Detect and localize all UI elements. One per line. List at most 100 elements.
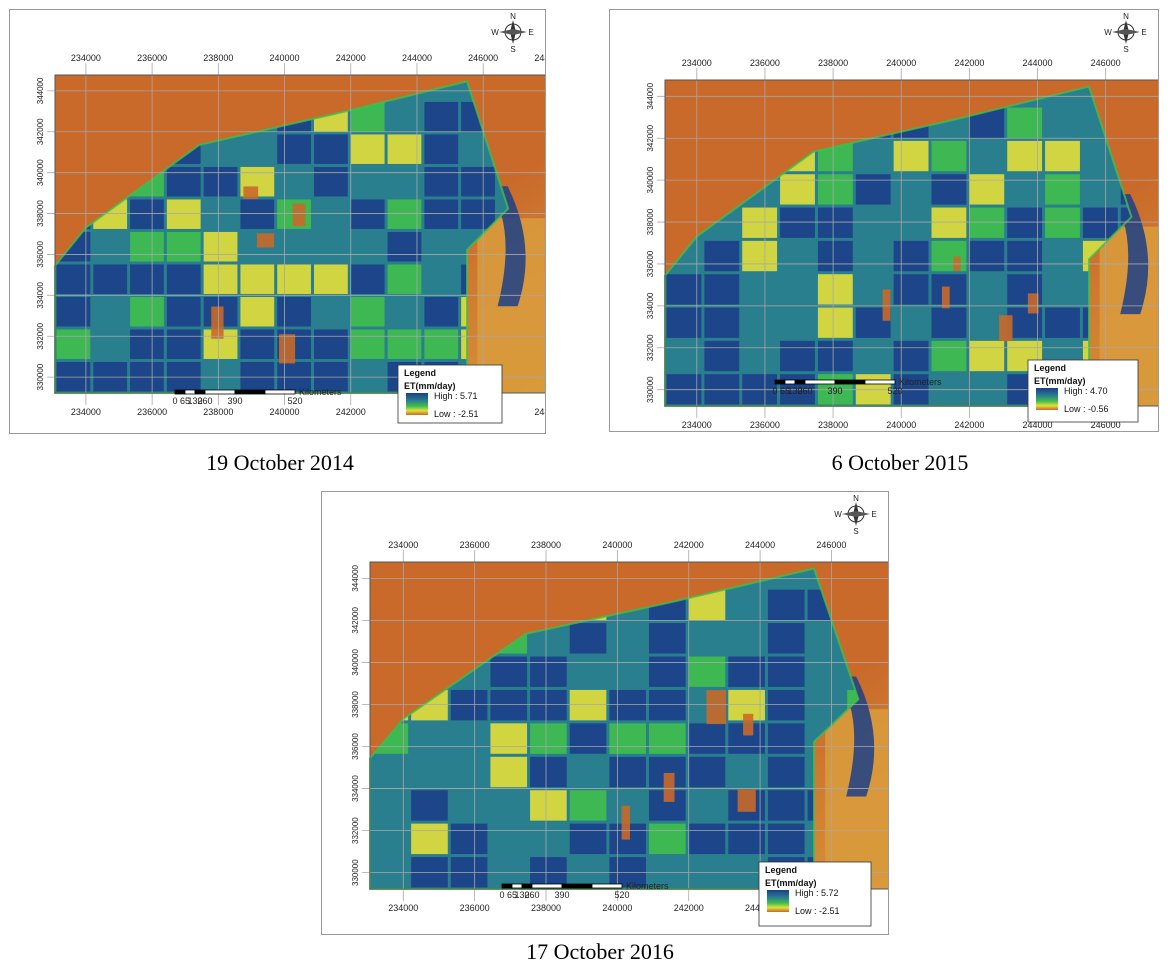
x-tick-top: 240000 [602, 540, 632, 550]
x-tick-bottom: 248000 [534, 407, 545, 417]
x-tick-bottom: 234000 [71, 407, 101, 417]
svg-text:260: 260 [797, 386, 812, 396]
x-tick-bottom: 236000 [137, 407, 167, 417]
y-tick-left: 334000 [646, 292, 655, 319]
svg-text:65: 65 [180, 396, 190, 406]
y-tick-left: 340000 [646, 166, 655, 193]
svg-text:520: 520 [614, 890, 629, 900]
y-tick-left: 340000 [36, 159, 45, 186]
x-tick-top: 238000 [818, 58, 848, 68]
y-tick-left: 344000 [36, 77, 45, 104]
svg-text:520: 520 [287, 396, 302, 406]
y-tick-left: 330000 [351, 859, 360, 886]
svg-text:Legend: Legend [1034, 363, 1066, 373]
x-tick-top: 238000 [531, 540, 561, 550]
y-tick-left: 332000 [646, 334, 655, 361]
svg-text:130: 130 [187, 396, 202, 406]
svg-text:130: 130 [787, 386, 802, 396]
y-tick-left: 340000 [351, 649, 360, 676]
x-tick-top: 246000 [1091, 58, 1121, 68]
map-panel-2014: 234000 234000 236000 236000 238000 238000 2400… [9, 9, 546, 434]
svg-text:S: S [510, 45, 515, 54]
x-tick-bottom: 234000 [388, 903, 418, 913]
y-tick-left: 344000 [646, 82, 655, 109]
svg-text:Low : -2.51: Low : -2.51 [434, 409, 479, 419]
svg-text:E: E [1141, 28, 1146, 37]
x-tick-top: 236000 [137, 53, 167, 63]
x-tick-bottom: 236000 [460, 903, 490, 913]
x-tick-bottom: 238000 [203, 407, 233, 417]
x-tick-top: 238000 [203, 53, 233, 63]
svg-text:S: S [1123, 45, 1128, 54]
coordinate-grid [47, 63, 545, 405]
svg-text:Kilometers: Kilometers [899, 377, 942, 387]
y-tick-left: 336000 [36, 241, 45, 268]
y-tick-left: 338000 [351, 691, 360, 718]
svg-text:W: W [1104, 28, 1112, 37]
y-tick-left: 330000 [646, 376, 655, 403]
svg-text:65: 65 [780, 386, 790, 396]
compass-icon: N E S W [1104, 12, 1146, 54]
svg-text:0: 0 [772, 386, 777, 396]
legend: Legend ET(mm/day)High : 5.71 Low : -2.51 [397, 364, 503, 424]
y-tick-left: 338000 [646, 208, 655, 235]
svg-text:E: E [528, 28, 533, 37]
svg-text:High : 4.70: High : 4.70 [1064, 386, 1108, 396]
x-tick-top: 244000 [745, 540, 775, 550]
caption-2016: 17 October 2016 [526, 939, 674, 964]
x-tick-top: 240000 [270, 53, 300, 63]
x-tick-bottom: 242000 [336, 407, 366, 417]
x-tick-top: 240000 [886, 58, 916, 68]
svg-text:S: S [853, 527, 858, 536]
svg-text:Legend: Legend [404, 368, 436, 378]
y-tick-left: 344000 [351, 564, 360, 591]
legend: Legend ET(mm/day)High : 5.72 Low : -2.51 [758, 861, 872, 927]
svg-text:0: 0 [499, 890, 504, 900]
svg-text:65: 65 [507, 890, 517, 900]
x-tick-bottom: 238000 [531, 903, 561, 913]
y-tick-left: 342000 [36, 118, 45, 145]
x-tick-top: 234000 [388, 540, 418, 550]
x-tick-top: 246000 [468, 53, 498, 63]
x-tick-bottom: 240000 [886, 420, 916, 430]
svg-text:Kilometers: Kilometers [299, 387, 342, 397]
svg-text:High : 5.71: High : 5.71 [434, 391, 478, 401]
y-tick-left: 336000 [351, 733, 360, 760]
y-tick-left: 330000 [36, 363, 45, 390]
y-tick-left: 334000 [36, 281, 45, 308]
svg-text:N: N [510, 12, 516, 21]
svg-text:Low : -2.51: Low : -2.51 [795, 906, 840, 916]
x-tick-top: 242000 [954, 58, 984, 68]
x-tick-bottom: 246000 [1091, 420, 1121, 430]
x-tick-bottom: 242000 [674, 903, 704, 913]
x-tick-bottom: 236000 [750, 420, 780, 430]
svg-text:130: 130 [514, 890, 529, 900]
x-tick-top: 244000 [402, 53, 432, 63]
svg-text:ET(mm/day): ET(mm/day) [765, 878, 817, 888]
x-tick-top: 248000 [534, 53, 545, 63]
x-tick-bottom: 244000 [1022, 420, 1052, 430]
x-tick-bottom: 238000 [818, 420, 848, 430]
y-tick-left: 342000 [646, 124, 655, 151]
map-panel-2015: 234000 234000 236000 236000 238000 238000 2400… [609, 9, 1159, 432]
map-panel-2016: 234000 234000 236000 236000 238000 238000 2400… [321, 491, 889, 935]
svg-text:Low : -0.56: Low : -0.56 [1064, 404, 1109, 414]
svg-text:390: 390 [827, 386, 842, 396]
svg-text:W: W [834, 510, 842, 519]
x-tick-top: 246000 [816, 540, 846, 550]
compass-icon: N E S W [834, 494, 876, 536]
svg-text:520: 520 [887, 386, 902, 396]
svg-text:E: E [871, 510, 876, 519]
caption-2014: 19 October 2014 [206, 450, 354, 475]
map-svg: 234000 234000 236000 236000 238000 238000 2400… [36, 12, 545, 424]
y-tick-left: 342000 [351, 606, 360, 633]
y-tick-left: 332000 [351, 817, 360, 844]
compass-icon: N E S W [491, 12, 533, 54]
map-svg: 234000 234000 236000 236000 238000 238000 2400… [646, 12, 1158, 430]
svg-text:260: 260 [197, 396, 212, 406]
svg-text:390: 390 [554, 890, 569, 900]
svg-text:N: N [1123, 12, 1129, 21]
